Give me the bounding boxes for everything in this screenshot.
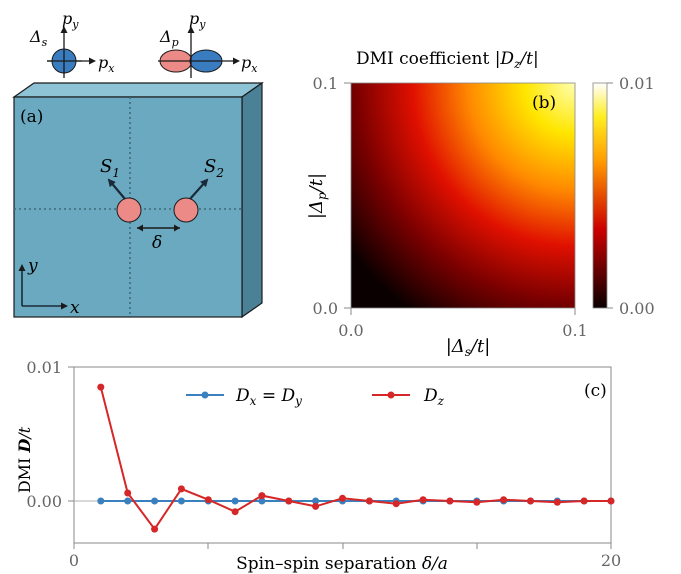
data-point-dxy-3: [151, 497, 159, 505]
data-point-dz-4: [177, 485, 185, 493]
colorbar-tick-bottom: 0.00: [619, 299, 655, 318]
s-orbital-diagram: Δs py px: [29, 9, 115, 78]
legend-label-dxy: Dx = Dy: [235, 386, 302, 408]
data-point-dz-6: [231, 508, 239, 516]
plot-ytick-top: 0.01: [26, 358, 62, 377]
heatmap-ytick-top: 0.1: [313, 74, 338, 93]
series-line-dz: [99, 386, 611, 531]
separation-label: δ: [152, 233, 162, 253]
slab: (a): [12, 81, 264, 319]
data-point-dxy-1: [97, 497, 105, 505]
series-layer: [97, 383, 615, 533]
data-point-dxy-2: [124, 497, 132, 505]
heatmap-title: DMI coefficient |Dz/t|: [356, 49, 539, 71]
heatmap-xtick-right: 0.1: [562, 321, 587, 340]
slab-top-face: [12, 82, 264, 98]
spin-2-site: [173, 197, 199, 223]
data-point-dxy-7: [258, 497, 266, 505]
data-point-dxy-4: [177, 497, 185, 505]
heatmap-xtick-left: 0.0: [338, 321, 363, 340]
data-point-dz-19: [580, 497, 588, 505]
delta-p-label: Δp: [159, 27, 179, 49]
plot-ylabel: DMI D/t: [15, 426, 34, 493]
data-point-dxy-6: [231, 497, 239, 505]
py-label-s: py: [62, 9, 79, 31]
colorbar: [592, 82, 608, 309]
spin-2-label: S2: [204, 156, 224, 180]
legend-marker-dz: [387, 391, 395, 399]
data-point-dz-15: [473, 498, 481, 506]
line-plot-frame: [73, 366, 612, 544]
xy-axes: y x: [18, 256, 80, 318]
data-point-dz-12: [392, 500, 400, 508]
panel-b: DMI coefficient |Dz/t| (b) 0.1 0.0 0.0 0…: [306, 49, 655, 359]
px-label-p: px: [241, 53, 258, 75]
colorbar-tick-top: 0.01: [619, 74, 655, 93]
legend-label-dz: Dz: [423, 386, 445, 408]
legend-marker-dxy: [201, 391, 209, 399]
data-point-dz-13: [419, 496, 427, 504]
heatmap-xlabel: |Δs/t|: [446, 336, 491, 359]
plot-xlabel: Spin–spin separation δ/a: [236, 554, 448, 574]
panel-a-label: (a): [20, 107, 43, 127]
spin-1-label: S1: [100, 156, 120, 180]
data-point-dz-18: [553, 498, 561, 506]
plot-ytick-zero: 0.00: [26, 492, 62, 511]
data-point-dz-5: [204, 496, 212, 504]
data-point-dxy-9: [312, 497, 320, 505]
axis-y-label: y: [27, 256, 38, 276]
panel-c: (c) 0.01 0.00 0 20 Spin–spin separation …: [15, 358, 621, 574]
heatmap-ylabel: |Δp/t|: [306, 173, 329, 219]
spins: S1 S2 δ: [100, 156, 224, 253]
heatmap-ytick-bottom: 0.0: [313, 299, 338, 318]
data-point-dz-8: [285, 497, 293, 505]
data-point-dz-3: [151, 525, 159, 533]
data-point-dz-1: [97, 383, 105, 391]
heatmap: [351, 83, 575, 308]
py-label-p: py: [189, 9, 206, 31]
axis-x-label: x: [70, 298, 80, 318]
px-label-s: px: [98, 53, 115, 75]
data-point-dz-14: [446, 497, 454, 505]
slab-side-face: [241, 81, 263, 319]
delta-s-label: Δs: [29, 27, 48, 49]
data-point-dz-17: [527, 497, 534, 505]
p-orbital-diagram: Δp py px: [158, 9, 258, 78]
panel-b-label: (b): [532, 93, 556, 113]
data-point-dz-2: [124, 489, 132, 497]
spin-2-arrow: [189, 178, 209, 200]
data-point-dz-11: [365, 497, 373, 505]
panel-a: Δs py px Δp py px (a): [12, 9, 264, 319]
data-point-dz-9: [312, 502, 320, 510]
plot-xtick-right: 20: [601, 551, 621, 570]
data-point-dz-7: [258, 492, 266, 500]
spin-1-site: [116, 197, 142, 223]
spin-1-arrow: [107, 178, 126, 200]
data-point-dz-20: [607, 497, 615, 505]
legend: Dx = Dy Dz: [186, 386, 445, 408]
plot-xtick-left: 0: [69, 551, 79, 570]
panel-c-label: (c): [584, 381, 607, 401]
data-point-dz-10: [339, 494, 346, 502]
data-point-dz-16: [500, 496, 508, 504]
